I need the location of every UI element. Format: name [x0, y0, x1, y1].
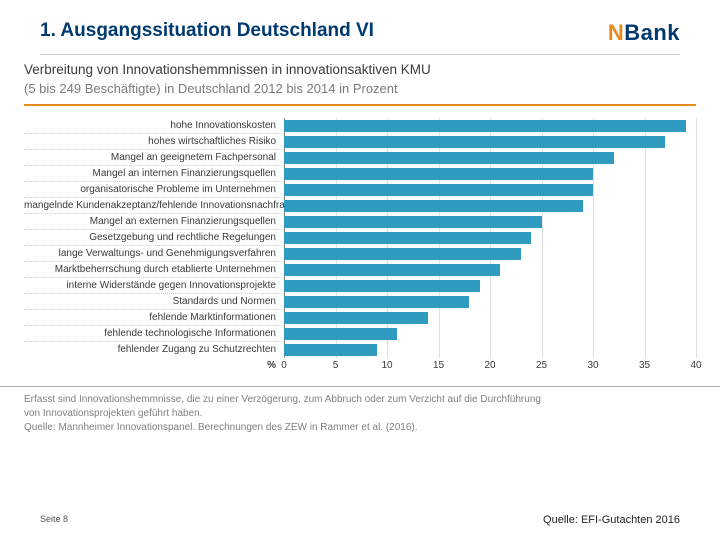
x-axis-ticks: 0510152025303540	[284, 360, 696, 376]
note-line: von Innovationsprojekten geführt haben.	[24, 407, 696, 421]
logo-rest: Bank	[624, 20, 680, 45]
bar-label: Marktbeherrschung durch etablierte Unter…	[24, 262, 284, 278]
bar-label: Gesetzgebung und rechtliche Regelungen	[24, 230, 284, 246]
slide-footer: Seite 8 Quelle: EFI-Gutachten 2016	[0, 514, 720, 526]
bar	[284, 152, 614, 164]
chart-notes: Erfasst sind Innovationshemmnisse, die z…	[0, 386, 720, 435]
bar-label: hohe Innovationskosten	[24, 118, 284, 134]
x-tick: 10	[381, 360, 392, 371]
bar-label: lange Verwaltungs- und Genehmigungsverfa…	[24, 246, 284, 262]
bar	[284, 232, 531, 244]
x-tick: 35	[639, 360, 650, 371]
slide-title: 1. Ausgangssituation Deutschland VI	[40, 20, 374, 42]
y-axis-labels: hohe Innovationskostenhohes wirtschaftli…	[24, 118, 284, 358]
x-tick: 40	[690, 360, 701, 371]
x-axis: % 0510152025303540	[24, 360, 696, 376]
bar-label: fehlender Zugang zu Schutzrechten	[24, 342, 284, 358]
x-tick: 15	[433, 360, 444, 371]
chart-title: Verbreitung von Innovationshemmnissen in…	[24, 61, 696, 80]
bar-label: Mangel an internen Finanzierungsquellen	[24, 166, 284, 182]
bar-label: interne Widerstände gegen Innovationspro…	[24, 278, 284, 294]
note-line: Quelle: Mannheimer Innovationspanel. Ber…	[24, 421, 696, 435]
bar-label: hohes wirtschaftliches Risiko	[24, 134, 284, 150]
x-tick: 25	[536, 360, 547, 371]
bar	[284, 344, 377, 356]
chart-plot: hohe Innovationskostenhohes wirtschaftli…	[24, 118, 696, 358]
bar	[284, 248, 521, 260]
bar	[284, 136, 665, 148]
source-label: Quelle: EFI-Gutachten 2016	[543, 514, 680, 526]
bar-label: Standards und Normen	[24, 294, 284, 310]
bar	[284, 296, 469, 308]
x-tick: 30	[587, 360, 598, 371]
bars-area	[284, 118, 696, 358]
bar	[284, 264, 500, 276]
bar	[284, 280, 480, 292]
bar-label: mangelnde Kundenakzeptanz/fehlende Innov…	[24, 198, 284, 214]
header-divider	[40, 54, 680, 55]
bar-label: fehlende Marktinformationen	[24, 310, 284, 326]
x-tick: 0	[281, 360, 287, 371]
chart-container: Verbreitung von Innovationshemmnissen in…	[0, 61, 720, 376]
bar-label: Mangel an geeignetem Fachpersonal	[24, 150, 284, 166]
x-tick: 5	[333, 360, 339, 371]
x-tick: 20	[484, 360, 495, 371]
x-axis-label: %	[24, 360, 284, 376]
bar-label: fehlende technologische Informationen	[24, 326, 284, 342]
bar-label: Mangel an externen Finanzierungsquellen	[24, 214, 284, 230]
bar	[284, 120, 686, 132]
bar	[284, 200, 583, 212]
bar	[284, 312, 428, 324]
chart-subtitle: (5 bis 249 Beschäftigte) in Deutschland …	[24, 80, 696, 98]
page-number: Seite 8	[40, 514, 68, 526]
bar	[284, 184, 593, 196]
grid-line	[696, 118, 697, 358]
logo-n: N	[608, 20, 624, 45]
grid-line	[645, 118, 646, 358]
slide-header: 1. Ausgangssituation Deutschland VI NBan…	[0, 0, 720, 54]
bar	[284, 168, 593, 180]
chart-top-rule	[24, 104, 696, 106]
bar	[284, 328, 397, 340]
bar-label: organisatorische Probleme im Unternehmen	[24, 182, 284, 198]
note-line: Erfasst sind Innovationshemmnisse, die z…	[24, 393, 696, 407]
bar	[284, 216, 542, 228]
brand-logo: NBank	[608, 20, 680, 46]
